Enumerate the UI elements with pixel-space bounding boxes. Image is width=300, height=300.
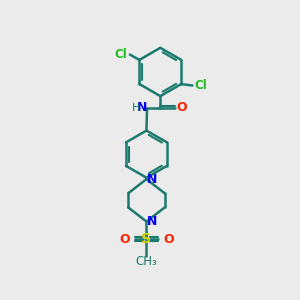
Text: N: N: [147, 172, 158, 186]
Text: H: H: [132, 103, 140, 113]
Text: O: O: [163, 233, 174, 246]
Text: O: O: [119, 233, 130, 246]
Text: O: O: [176, 101, 187, 114]
Text: Cl: Cl: [115, 48, 128, 61]
Text: CH₃: CH₃: [136, 255, 157, 268]
Text: N: N: [136, 101, 147, 114]
Text: S: S: [142, 232, 152, 246]
Text: N: N: [147, 215, 158, 228]
Text: Cl: Cl: [195, 79, 208, 92]
